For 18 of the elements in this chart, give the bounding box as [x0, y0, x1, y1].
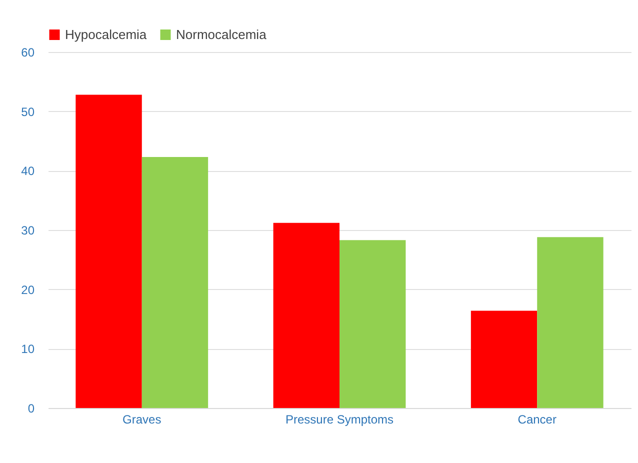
- x-tick-label: Pressure Symptoms: [285, 412, 394, 426]
- legend-label: Hypocalcemia: [65, 26, 148, 42]
- bar: [537, 237, 604, 408]
- x-tick-label: Cancer: [518, 412, 556, 426]
- x-tick-label: Graves: [122, 412, 162, 426]
- y-tick-label: 0: [28, 402, 35, 416]
- legend-label: Normocalcemia: [176, 26, 268, 42]
- bar: [340, 240, 406, 408]
- bar: [142, 157, 208, 408]
- y-tick-label: 60: [21, 46, 35, 60]
- bar: [470, 310, 538, 408]
- y-tick-label: 30: [21, 224, 35, 238]
- y-tick-label: 50: [21, 104, 35, 119]
- bar: [273, 222, 340, 408]
- y-tick-label: 20: [21, 282, 35, 297]
- y-tick-label: 10: [21, 342, 35, 356]
- bar: [76, 94, 142, 408]
- y-tick-label: 40: [21, 164, 35, 178]
